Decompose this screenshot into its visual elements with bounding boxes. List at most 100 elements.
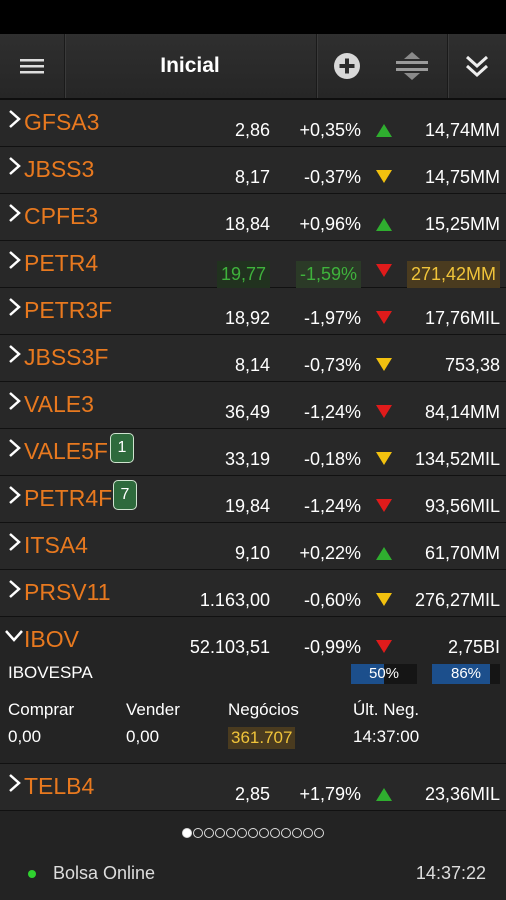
plus-circle-icon: [334, 53, 360, 79]
page-dot[interactable]: [270, 828, 280, 838]
quote-row[interactable]: PRSV11 1.163,00 -0,60% 276,27MIL: [0, 570, 506, 617]
symbol: VALE3: [24, 391, 94, 417]
change: -0,99%: [303, 637, 361, 657]
online-status-icon: [28, 870, 36, 878]
symbol: ITSA4: [24, 532, 88, 558]
quote-row[interactable]: PETR4 19,77 -1,59% 271,42MM: [0, 241, 506, 288]
sell-ratio-bar: 86%: [432, 664, 500, 684]
quote-row[interactable]: TELB4 2,85 +1,79% 23,36MIL: [0, 764, 506, 811]
down-arrow-icon: [376, 452, 392, 465]
volume: 17,76MIL: [424, 308, 500, 328]
chevron-right-icon: [9, 533, 21, 551]
symbol: PETR3F: [24, 297, 113, 323]
quote-row[interactable]: JBSS3 8,17 -0,37% 14,75MM: [0, 147, 506, 194]
symbol: PETR4: [24, 250, 99, 276]
change: +0,35%: [299, 120, 361, 140]
chevron-right-icon: [9, 157, 21, 175]
page-dot[interactable]: [303, 828, 313, 838]
quote-row[interactable]: JBSS3F 8,14 -0,73% 753,38: [0, 335, 506, 382]
change: -0,73%: [303, 355, 361, 375]
quote-row[interactable]: PETR3F 18,92 -1,97% 17,76MIL: [0, 288, 506, 335]
change: -0,37%: [303, 167, 361, 187]
menu-icon: [20, 59, 44, 74]
chevron-right-icon: [9, 110, 21, 128]
down-arrow-icon: [376, 593, 392, 606]
price: 19,77: [216, 261, 270, 288]
price: 36,49: [224, 402, 270, 422]
expanded-quote-row[interactable]: IBOV 52.103,51 -0,99% 2,75BI IBOVESPA 50…: [0, 617, 506, 764]
buy-value: 0,00: [8, 727, 42, 746]
quote-row[interactable]: CPFE3 18,84 +0,96% 15,25MM: [0, 194, 506, 241]
page-dot[interactable]: [259, 828, 269, 838]
chevron-down-icon: [5, 630, 23, 642]
add-button[interactable]: [317, 34, 377, 98]
page-dot[interactable]: [226, 828, 236, 838]
change: +0,96%: [299, 214, 361, 234]
page-dot[interactable]: [248, 828, 258, 838]
menu-button[interactable]: [0, 34, 64, 98]
index-name: IBOVESPA: [8, 663, 93, 682]
sell-label: Vender: [126, 700, 180, 719]
quote-row[interactable]: ITSA4 9,10 +0,22% 61,70MM: [0, 523, 506, 570]
page-dot[interactable]: [314, 828, 324, 838]
symbol: PRSV11: [24, 579, 111, 605]
down-arrow-icon: [376, 264, 392, 277]
down-arrow-icon: [376, 499, 392, 512]
chevron-right-icon: [9, 486, 21, 504]
last-trade-label: Últ. Neg.: [353, 700, 420, 719]
price: 18,84: [224, 214, 270, 234]
quote-row[interactable]: PETR4F 7 19,84 -1,24% 93,56MIL: [0, 476, 506, 523]
app-header: Inicial: [0, 34, 506, 100]
up-arrow-icon: [376, 547, 392, 560]
volume: 15,25MM: [424, 214, 500, 234]
up-arrow-icon: [376, 788, 392, 801]
change: -0,60%: [303, 590, 361, 610]
page-dot[interactable]: [193, 828, 203, 838]
page-dot[interactable]: [182, 828, 192, 838]
volume: 14,74MM: [424, 120, 500, 140]
status-bar: [0, 0, 506, 34]
volume: 2,75BI: [447, 637, 500, 657]
symbol: JBSS3F: [24, 344, 109, 370]
volume: 84,14MM: [424, 402, 500, 422]
change: -1,59%: [295, 261, 361, 288]
price: 19,84: [224, 496, 270, 516]
price: 9,10: [234, 543, 270, 563]
quote-row[interactable]: VALE5F 1 33,19 -0,18% 134,52MIL: [0, 429, 506, 476]
price: 33,19: [224, 449, 270, 469]
sort-arrows-icon: [396, 52, 428, 80]
page-dot[interactable]: [292, 828, 302, 838]
page-dot[interactable]: [204, 828, 214, 838]
chevron-right-icon: [9, 345, 21, 363]
sort-button[interactable]: [377, 34, 447, 98]
volume: 271,42MM: [406, 261, 500, 288]
quote-row[interactable]: VALE3 36,49 -1,24% 84,14MM: [0, 382, 506, 429]
down-arrow-icon: [376, 640, 392, 653]
change: -1,24%: [303, 496, 361, 516]
price: 2,85: [234, 784, 270, 804]
footer: Bolsa Online 14:37:22: [0, 846, 506, 900]
volume: 276,27MIL: [414, 590, 500, 610]
volume: 23,36MIL: [424, 784, 500, 804]
page-dot[interactable]: [215, 828, 225, 838]
symbol: GFSA3: [24, 109, 100, 135]
down-arrow-icon: [376, 358, 392, 371]
volume: 93,56MIL: [424, 496, 500, 516]
page-indicator: [0, 820, 506, 846]
connection-status: Bolsa Online: [53, 863, 156, 883]
deals-value: 361.707: [228, 727, 296, 749]
double-chevron-down-icon: [465, 55, 488, 78]
chevron-right-icon: [9, 392, 21, 410]
buy-ratio-bar: 50%: [351, 664, 417, 684]
up-arrow-icon: [376, 218, 392, 231]
volume: 753,38: [444, 355, 500, 375]
chevron-right-icon: [9, 580, 21, 598]
quote-row[interactable]: GFSA3 2,86 +0,35% 14,74MM: [0, 100, 506, 147]
collapse-all-button[interactable]: [447, 34, 506, 98]
symbol: VALE5F: [24, 438, 108, 464]
page-dot[interactable]: [237, 828, 247, 838]
clock: 14:37:22: [415, 863, 486, 883]
page-dot[interactable]: [281, 828, 291, 838]
price: 1.163,00: [199, 590, 270, 610]
down-arrow-icon: [376, 170, 392, 183]
